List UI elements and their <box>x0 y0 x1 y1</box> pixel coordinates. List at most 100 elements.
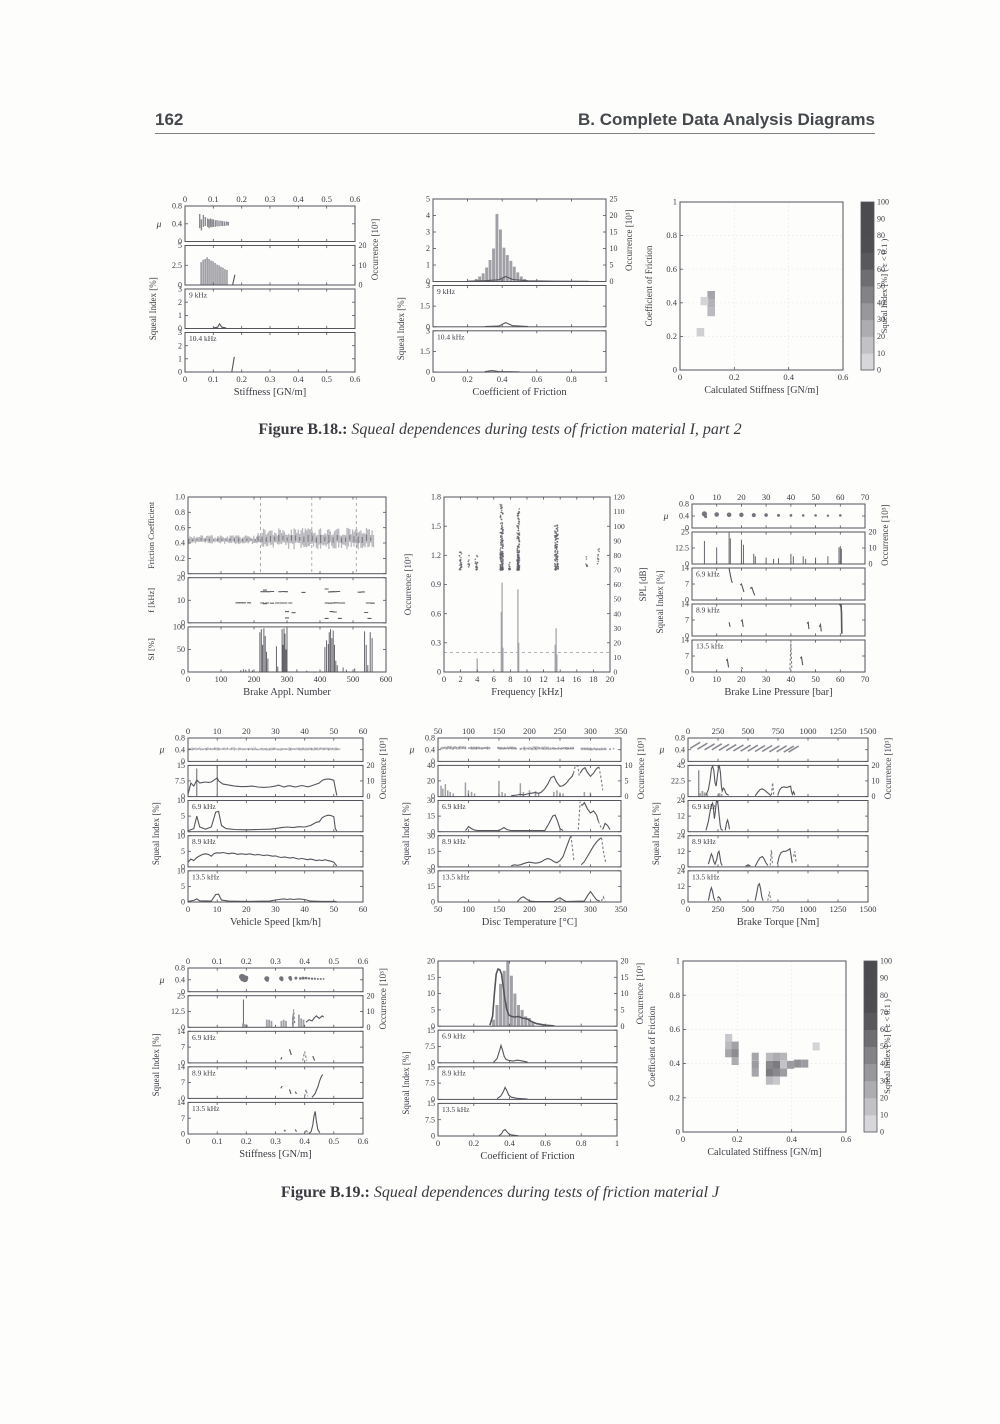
svg-text:Squeal Index [%]: Squeal Index [%] <box>396 297 406 360</box>
svg-text:20: 20 <box>606 674 615 684</box>
svg-text:7: 7 <box>685 616 689 625</box>
svg-text:0.9: 0.9 <box>431 580 441 589</box>
svg-text:40: 40 <box>880 1059 888 1068</box>
svg-text:0.4: 0.4 <box>666 297 677 307</box>
svg-text:0: 0 <box>181 668 185 677</box>
svg-text:0: 0 <box>178 237 182 246</box>
svg-text:0.2: 0.2 <box>729 372 740 382</box>
svg-text:5: 5 <box>610 261 614 270</box>
svg-text:30: 30 <box>427 866 435 875</box>
svg-text:5: 5 <box>181 812 185 821</box>
svg-text:1.5: 1.5 <box>431 522 441 531</box>
svg-text:0.2: 0.2 <box>241 1136 252 1146</box>
svg-text:60: 60 <box>836 492 845 502</box>
svg-text:25: 25 <box>610 195 618 204</box>
chapter-header: B. Complete Data Analysis Diagrams <box>578 110 875 129</box>
svg-text:60: 60 <box>614 580 622 589</box>
svg-text:0.6: 0.6 <box>358 956 369 966</box>
svg-text:300: 300 <box>584 904 597 914</box>
svg-text:0.4: 0.4 <box>299 956 310 966</box>
svg-text:0.6: 0.6 <box>669 1024 680 1034</box>
svg-text:0: 0 <box>625 792 629 801</box>
svg-text:14: 14 <box>556 674 565 684</box>
svg-text:2: 2 <box>178 341 182 350</box>
svg-text:0.4: 0.4 <box>293 374 304 384</box>
svg-text:6.9 kHz: 6.9 kHz <box>192 1033 216 1042</box>
svg-text:0: 0 <box>181 618 185 627</box>
svg-text:0.2: 0.2 <box>236 374 247 384</box>
svg-text:0: 0 <box>181 1130 185 1139</box>
svg-text:80: 80 <box>880 991 888 1000</box>
svg-text:0: 0 <box>681 827 685 836</box>
svg-text:15: 15 <box>177 761 185 770</box>
svg-text:2.5: 2.5 <box>172 261 182 270</box>
svg-text:20: 20 <box>877 332 885 341</box>
svg-text:10.4 kHz: 10.4 kHz <box>189 334 217 343</box>
svg-text:500: 500 <box>742 904 755 914</box>
svg-text:Brake Appl. Number: Brake Appl. Number <box>243 687 331 698</box>
svg-text:50: 50 <box>434 904 443 914</box>
svg-text:0: 0 <box>610 277 614 286</box>
svg-text:150: 150 <box>493 726 506 736</box>
svg-text:0: 0 <box>877 366 881 375</box>
svg-text:10: 10 <box>427 989 435 998</box>
svg-text:0: 0 <box>436 1138 440 1148</box>
svg-text:0.4: 0.4 <box>293 194 304 204</box>
svg-text:0.8: 0.8 <box>566 374 577 384</box>
svg-text:0: 0 <box>685 668 689 677</box>
svg-text:μ: μ <box>659 746 665 756</box>
svg-text:1: 1 <box>426 261 430 270</box>
svg-text:20: 20 <box>737 492 746 502</box>
svg-text:0.3: 0.3 <box>270 956 281 966</box>
svg-text:0.8: 0.8 <box>172 202 182 211</box>
svg-text:10: 10 <box>621 989 629 998</box>
svg-text:10: 10 <box>359 261 367 270</box>
svg-text:250: 250 <box>712 904 725 914</box>
svg-text:750: 750 <box>772 726 785 736</box>
svg-text:0.2: 0.2 <box>666 331 677 341</box>
svg-text:0: 0 <box>186 1136 190 1146</box>
svg-text:15: 15 <box>621 973 629 982</box>
svg-text:14: 14 <box>681 600 689 609</box>
svg-text:300: 300 <box>281 674 294 684</box>
svg-text:0: 0 <box>681 1134 685 1144</box>
svg-text:5: 5 <box>426 195 430 204</box>
svg-text:Friction Coefficient: Friction Coefficient <box>146 501 156 569</box>
svg-text:14: 14 <box>177 1027 185 1036</box>
panel-b19-pressure: 0 0.4 0.8 μ 0 12.5 25 0 10 20 0 7 14 6.9 kHz 0 7 14 8.9 k… <box>652 488 892 702</box>
svg-text:0: 0 <box>431 1022 435 1031</box>
svg-text:Occurrence [10³]: Occurrence [10³] <box>378 968 388 1029</box>
svg-text:10: 10 <box>523 674 532 684</box>
svg-text:13.5 kHz: 13.5 kHz <box>696 642 724 651</box>
svg-text:Coefficient of Friction: Coefficient of Friction <box>480 1151 575 1162</box>
panel-b19-spectrum: 0 0.3 0.6 0.9 1.2 1.5 1.8 0 10 20 30 40 50 60 70 80 90 10… <box>400 488 650 702</box>
svg-text:7.5: 7.5 <box>425 1042 435 1051</box>
svg-text:0: 0 <box>681 792 685 801</box>
svg-text:0.6: 0.6 <box>666 264 677 274</box>
svg-text:0.4: 0.4 <box>425 745 435 754</box>
svg-text:0: 0 <box>685 632 689 641</box>
svg-text:7: 7 <box>685 652 689 661</box>
svg-text:5: 5 <box>181 882 185 891</box>
svg-text:80: 80 <box>614 551 622 560</box>
svg-text:500: 500 <box>742 726 755 736</box>
svg-text:1250: 1250 <box>830 726 847 736</box>
svg-text:1000: 1000 <box>800 904 817 914</box>
svg-text:0.5: 0.5 <box>329 956 340 966</box>
svg-text:40: 40 <box>787 674 796 684</box>
svg-text:350: 350 <box>615 904 628 914</box>
svg-text:50: 50 <box>434 726 443 736</box>
svg-text:0: 0 <box>359 281 363 290</box>
svg-text:200: 200 <box>523 904 536 914</box>
svg-text:Occurrence [10³]: Occurrence [10³] <box>635 963 645 1024</box>
svg-text:0: 0 <box>178 368 182 377</box>
svg-text:Occurrence [10³]: Occurrence [10³] <box>403 554 413 615</box>
svg-text:0: 0 <box>431 374 435 384</box>
svg-text:1.5: 1.5 <box>420 302 430 311</box>
svg-text:Occurrence [10³]: Occurrence [10³] <box>883 738 893 799</box>
panel-b19-brake-appl: 0 0.2 0.4 0.6 0.8 1.0 Friction Coefficient 0 10 2… <box>140 488 396 702</box>
svg-text:0: 0 <box>186 956 190 966</box>
svg-text:0.8: 0.8 <box>679 500 689 509</box>
svg-text:Vehicle Speed [km/h]: Vehicle Speed [km/h] <box>230 917 321 928</box>
svg-text:0: 0 <box>431 757 435 766</box>
